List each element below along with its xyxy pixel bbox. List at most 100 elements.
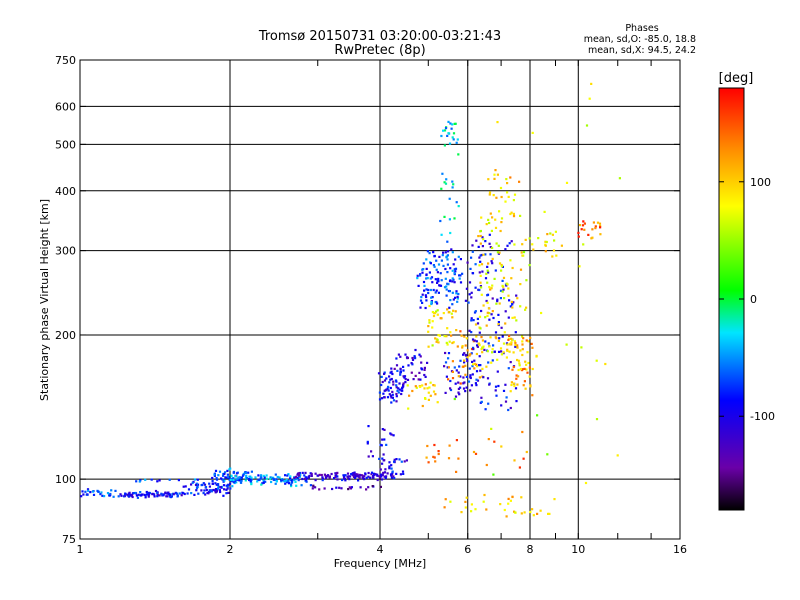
data-point xyxy=(476,379,480,382)
data-point xyxy=(338,486,341,489)
data-point xyxy=(481,236,484,239)
data-point xyxy=(492,316,495,320)
data-point xyxy=(452,132,456,135)
data-point xyxy=(445,335,448,338)
data-point xyxy=(447,352,451,355)
data-point xyxy=(457,391,460,394)
data-point xyxy=(384,477,387,480)
data-point xyxy=(446,254,449,257)
data-point xyxy=(457,205,460,208)
data-point xyxy=(509,342,512,345)
data-point xyxy=(462,365,465,368)
data-point xyxy=(417,378,420,381)
data-point xyxy=(447,366,450,369)
data-point xyxy=(443,506,446,509)
data-point xyxy=(470,331,473,334)
data-point xyxy=(465,357,468,360)
data-point xyxy=(528,237,531,240)
data-point xyxy=(453,217,456,220)
data-point xyxy=(487,402,490,405)
data-point xyxy=(396,389,399,392)
data-point xyxy=(515,377,518,380)
data-point xyxy=(485,324,488,327)
data-point xyxy=(381,462,384,465)
data-point xyxy=(403,460,406,463)
data-point xyxy=(455,201,458,204)
data-point xyxy=(489,336,492,339)
data-point xyxy=(431,296,434,299)
data-point xyxy=(377,372,381,375)
data-point xyxy=(486,281,489,284)
data-point xyxy=(449,331,452,334)
data-point xyxy=(304,471,307,474)
data-point xyxy=(515,374,518,377)
data-point xyxy=(480,253,483,257)
data-point xyxy=(531,508,534,511)
data-point xyxy=(379,473,383,476)
data-point xyxy=(481,339,484,342)
data-point xyxy=(402,382,405,385)
data-point xyxy=(406,378,410,381)
data-point xyxy=(488,318,491,321)
data-point xyxy=(231,485,234,488)
data-point xyxy=(451,123,454,126)
data-point xyxy=(504,310,507,313)
data-point xyxy=(451,360,454,363)
data-point xyxy=(469,353,472,356)
data-point xyxy=(330,472,333,476)
data-point xyxy=(521,348,524,351)
data-point xyxy=(484,408,487,411)
data-point xyxy=(193,493,196,496)
data-point xyxy=(278,476,281,479)
y-tick-label: 300 xyxy=(55,245,76,258)
data-point xyxy=(510,381,513,384)
data-point xyxy=(510,211,513,214)
data-point xyxy=(497,313,500,316)
data-point xyxy=(551,233,554,236)
data-point xyxy=(404,353,407,356)
data-point xyxy=(106,492,110,495)
data-point xyxy=(475,239,478,242)
data-point xyxy=(479,260,482,263)
axis-ticks xyxy=(79,59,681,540)
data-point xyxy=(447,250,450,253)
data-point xyxy=(287,479,290,483)
data-point xyxy=(465,354,468,357)
data-point xyxy=(458,365,461,368)
data-point xyxy=(176,495,179,498)
data-point xyxy=(485,272,488,275)
data-point xyxy=(437,452,440,456)
data-point xyxy=(480,400,483,403)
data-point xyxy=(290,485,293,488)
data-point xyxy=(467,301,470,304)
data-point xyxy=(510,300,513,303)
data-point xyxy=(483,493,486,497)
data-point xyxy=(459,386,462,389)
data-point xyxy=(324,474,327,477)
data-point xyxy=(503,331,506,334)
data-point xyxy=(482,304,485,307)
data-point xyxy=(221,478,225,481)
phases-o-stats: mean, sd,O: -85.0, 18.8 xyxy=(584,34,696,45)
data-point xyxy=(367,471,370,475)
data-point xyxy=(334,472,337,475)
data-point xyxy=(478,364,481,367)
data-point xyxy=(491,348,494,351)
data-point xyxy=(397,391,400,394)
data-point xyxy=(383,471,387,474)
data-point xyxy=(187,488,191,491)
data-point xyxy=(217,474,220,477)
data-point xyxy=(519,349,522,352)
data-point xyxy=(513,316,516,319)
data-point xyxy=(427,461,430,464)
data-point xyxy=(479,364,482,367)
data-point xyxy=(388,375,391,378)
data-point xyxy=(398,382,401,385)
data-point xyxy=(508,334,511,337)
data-point xyxy=(466,359,469,363)
data-point xyxy=(432,251,435,254)
data-point xyxy=(490,313,493,316)
data-point xyxy=(334,475,337,479)
data-point xyxy=(419,273,422,276)
data-point xyxy=(283,480,286,483)
